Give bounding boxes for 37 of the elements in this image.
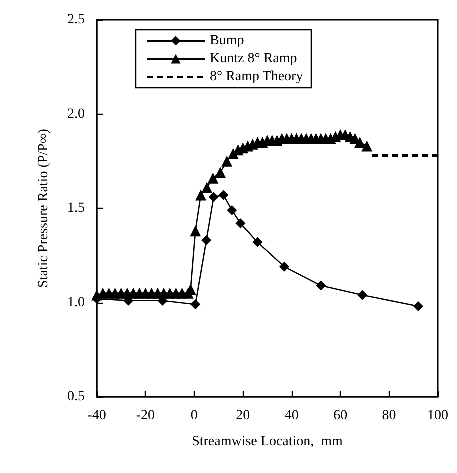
point: [218, 190, 229, 200]
point: [252, 237, 263, 248]
legend-label: 8° Ramp Theory: [210, 70, 304, 84]
x-tick-label: 0: [190, 408, 198, 424]
point: [354, 137, 366, 148]
point: [202, 236, 212, 246]
legend-label: Bump: [210, 34, 244, 48]
x-tick-label: 100: [428, 408, 448, 424]
point: [190, 300, 201, 310]
point: [280, 262, 290, 272]
point: [202, 182, 213, 194]
x-tick-label: 80: [382, 408, 396, 424]
y-axis-title: Static Pressure Ratio (P/P∞): [36, 128, 52, 288]
point: [316, 280, 326, 291]
point: [222, 156, 233, 167]
y-tick-label: 2.0: [68, 106, 85, 122]
y-tick-label: 2.5: [68, 12, 85, 28]
y-tick-label: 0.5: [68, 390, 85, 404]
point: [196, 190, 207, 201]
point: [214, 167, 226, 178]
x-tick-label: -20: [136, 408, 156, 424]
x-tick-label: 40: [284, 408, 299, 424]
x-tick-label: 60: [334, 408, 348, 424]
point: [357, 290, 368, 300]
x-axis-title: Streamwise Location, mm: [192, 434, 344, 450]
point: [208, 192, 219, 202]
point: [208, 172, 219, 184]
x-tick-label: 20: [236, 408, 250, 424]
y-tick-label: 1.0: [68, 295, 85, 310]
point: [227, 205, 238, 216]
y-tick-label: 1.5: [68, 201, 85, 216]
legend-label: Kuntz 8° Ramp: [210, 52, 298, 66]
x-tick-label: -40: [88, 408, 106, 424]
point: [414, 302, 424, 312]
point: [236, 218, 246, 229]
point: [190, 226, 202, 237]
point: [362, 140, 373, 152]
